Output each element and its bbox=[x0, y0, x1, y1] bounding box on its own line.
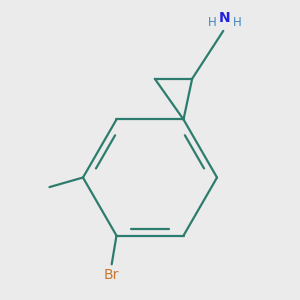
Text: H: H bbox=[233, 16, 242, 29]
Text: Br: Br bbox=[104, 268, 119, 282]
Text: H: H bbox=[208, 16, 217, 29]
Text: N: N bbox=[219, 11, 230, 25]
